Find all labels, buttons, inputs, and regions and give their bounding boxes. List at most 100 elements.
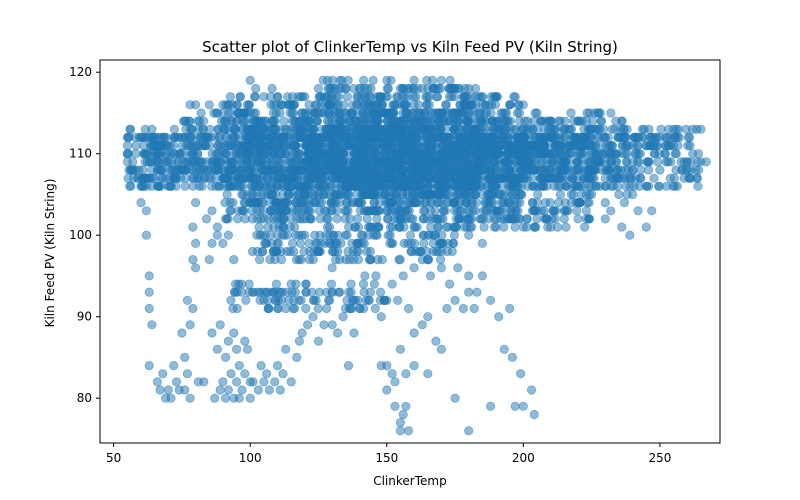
- data-point: [285, 222, 295, 232]
- data-point: [128, 157, 138, 167]
- data-point: [488, 165, 498, 175]
- data-point: [234, 393, 244, 403]
- data-point: [287, 238, 298, 248]
- data-point: [247, 246, 258, 257]
- data-point: [212, 222, 222, 232]
- data-point: [352, 157, 362, 167]
- data-point: [582, 108, 592, 118]
- data-point: [653, 157, 663, 167]
- data-point: [363, 222, 374, 232]
- data-point: [509, 124, 520, 134]
- data-point: [372, 214, 382, 224]
- data-point: [600, 132, 610, 142]
- data-point: [401, 401, 411, 411]
- data-point: [199, 377, 209, 387]
- data-point: [437, 141, 447, 151]
- data-point: [489, 124, 499, 134]
- data-point: [464, 271, 474, 281]
- data-point: [677, 165, 687, 175]
- data-point: [395, 344, 405, 354]
- data-point: [144, 303, 154, 314]
- data-point: [158, 369, 168, 379]
- data-point: [497, 181, 507, 191]
- data-point: [477, 92, 487, 102]
- data-point: [454, 214, 464, 224]
- data-point: [464, 132, 474, 142]
- data-point: [500, 108, 510, 118]
- data-point: [529, 116, 539, 126]
- data-point: [408, 214, 418, 224]
- x-tick-label: 50: [106, 451, 121, 465]
- data-point: [511, 149, 522, 159]
- data-point: [169, 173, 179, 183]
- data-point: [486, 173, 496, 183]
- data-point: [244, 100, 254, 110]
- data-point: [253, 385, 263, 395]
- data-point: [409, 222, 419, 232]
- data-point: [540, 198, 551, 208]
- data-point: [258, 287, 268, 297]
- data-point: [398, 271, 408, 281]
- data-point: [619, 198, 630, 208]
- data-point: [173, 157, 183, 167]
- data-point: [438, 238, 448, 248]
- data-point: [532, 108, 542, 118]
- data-point: [387, 279, 397, 289]
- data-point: [364, 116, 374, 126]
- data-point: [222, 214, 232, 224]
- data-point: [521, 165, 531, 175]
- data-point: [346, 279, 356, 289]
- data-point: [384, 141, 394, 151]
- data-point: [530, 157, 540, 167]
- data-point: [586, 173, 596, 183]
- data-point: [453, 116, 464, 126]
- data-point: [256, 214, 266, 224]
- data-point: [313, 246, 324, 257]
- data-point: [122, 141, 133, 151]
- data-point: [407, 108, 417, 118]
- data-point: [627, 165, 638, 175]
- data-point: [430, 206, 440, 216]
- data-point: [256, 360, 266, 371]
- data-point: [434, 189, 444, 200]
- data-point: [469, 303, 479, 314]
- data-point: [125, 124, 135, 134]
- data-point: [405, 230, 415, 240]
- data-point: [367, 132, 377, 142]
- data-point: [469, 141, 479, 151]
- data-point: [290, 230, 301, 240]
- data-point: [271, 279, 281, 289]
- data-point: [472, 149, 482, 159]
- data-point: [141, 230, 151, 240]
- data-point: [323, 165, 334, 175]
- data-point: [392, 149, 402, 159]
- data-point: [382, 385, 392, 395]
- data-point: [197, 181, 207, 191]
- data-point: [399, 238, 409, 248]
- data-point: [240, 336, 250, 346]
- data-point: [479, 206, 489, 216]
- data-point: [254, 132, 264, 142]
- data-point: [215, 320, 225, 330]
- data-point: [395, 426, 405, 436]
- data-point: [423, 369, 433, 379]
- data-point: [198, 124, 208, 134]
- data-point: [341, 255, 351, 265]
- data-point: [158, 173, 168, 183]
- data-point: [366, 173, 377, 183]
- data-point: [325, 295, 335, 305]
- data-point: [261, 181, 271, 191]
- data-point: [282, 230, 292, 240]
- data-point: [647, 206, 657, 216]
- data-point: [501, 165, 511, 175]
- data-point: [263, 222, 273, 232]
- data-point: [486, 108, 496, 118]
- data-point: [272, 181, 282, 191]
- data-point: [515, 369, 526, 379]
- data-point: [358, 279, 369, 289]
- data-point: [228, 198, 238, 208]
- data-point: [323, 214, 333, 224]
- data-point: [547, 214, 557, 224]
- data-point: [507, 352, 518, 362]
- data-point: [466, 100, 476, 110]
